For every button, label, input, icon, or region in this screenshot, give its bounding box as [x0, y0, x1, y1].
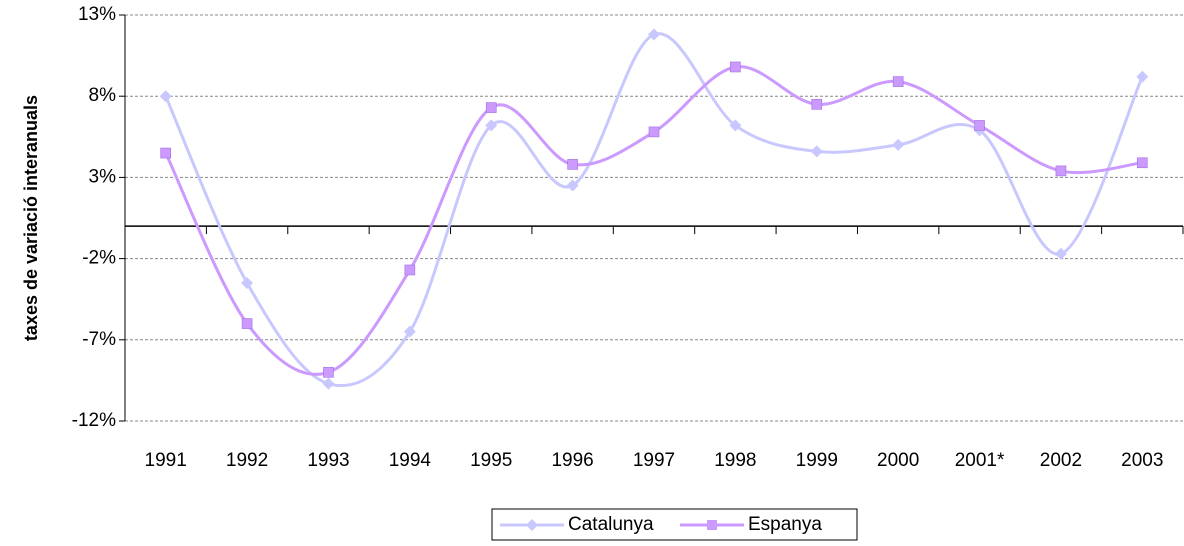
- y-tick-label: 3%: [89, 166, 117, 187]
- x-tick-label: 1991: [145, 450, 187, 471]
- x-tick-label: 1994: [389, 450, 432, 471]
- square-marker: [1055, 165, 1067, 177]
- x-tick-label: 1992: [226, 450, 268, 471]
- legend-label: Catalunya: [568, 514, 654, 535]
- square-marker: [160, 147, 171, 159]
- diamond-marker: [403, 325, 416, 338]
- square-marker: [730, 61, 741, 73]
- square-marker: [485, 102, 497, 113]
- x-tick-label: 1999: [796, 450, 838, 471]
- y-tick-label: 8%: [89, 85, 117, 106]
- diamond-marker: [566, 179, 579, 192]
- x-tick-label: 1997: [633, 450, 675, 471]
- square-marker: [1137, 157, 1148, 169]
- x-tick-label: 2003: [1121, 450, 1163, 471]
- legend-box: [491, 508, 858, 541]
- square-marker: [323, 366, 334, 378]
- diamond-marker: [1054, 247, 1067, 260]
- x-tick-label: 2001*: [955, 450, 1005, 471]
- diamond-marker: [729, 119, 742, 132]
- y-tick-label: -2%: [82, 248, 116, 269]
- series-line: [164, 32, 1144, 388]
- square-marker: [892, 76, 904, 87]
- square-marker: [404, 264, 416, 276]
- square-marker: [811, 99, 823, 110]
- square-marker: [648, 126, 660, 138]
- y-tick-label: 13%: [78, 4, 116, 25]
- legend-marker: [526, 519, 538, 531]
- diamond-marker: [322, 377, 335, 390]
- legend: Catalunya Espanya: [491, 508, 858, 541]
- square-marker: [241, 318, 253, 329]
- square-marker: [567, 159, 578, 170]
- diamond-marker: [485, 119, 498, 132]
- x-tick-label: 1998: [714, 450, 756, 471]
- series-line: [164, 65, 1143, 376]
- y-tick-label: -7%: [82, 329, 116, 350]
- diamond-marker: [892, 138, 905, 151]
- square-marker: [974, 120, 985, 131]
- x-tick-label: 1995: [470, 450, 512, 471]
- x-tick-label: 1996: [551, 450, 593, 471]
- diamond-marker: [241, 276, 254, 289]
- x-tick-label: 1993: [307, 450, 349, 471]
- diamond-marker: [1136, 70, 1149, 83]
- diamond-marker: [648, 28, 660, 41]
- diamond-marker: [159, 90, 172, 103]
- diamond-marker: [810, 145, 823, 158]
- legend-label: Espanya: [748, 514, 822, 535]
- x-tick-label: 2002: [1040, 450, 1082, 471]
- y-tick-label: -12%: [72, 410, 116, 431]
- x-tick-label: 2000: [877, 450, 919, 471]
- y-axis-label: taxes de variació interanuals: [21, 95, 41, 341]
- legend-marker: [707, 520, 717, 530]
